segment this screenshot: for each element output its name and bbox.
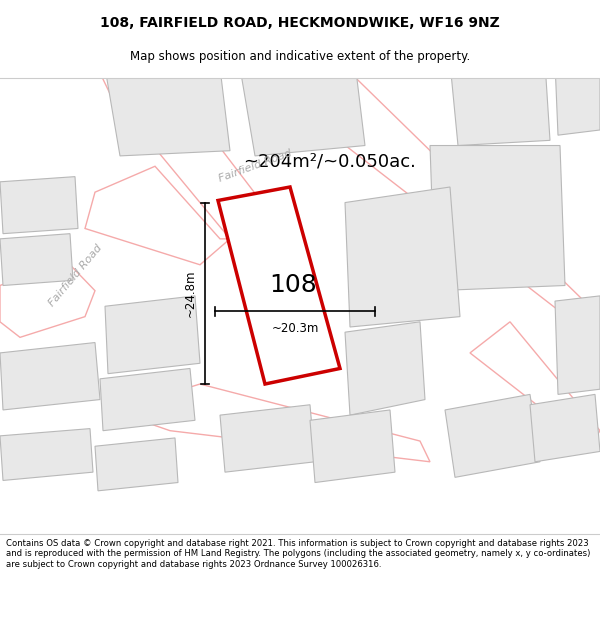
Polygon shape (220, 405, 315, 472)
Polygon shape (140, 384, 430, 462)
Polygon shape (95, 438, 178, 491)
Polygon shape (105, 68, 230, 156)
Polygon shape (0, 234, 73, 286)
Polygon shape (445, 394, 540, 478)
Text: ~204m²/~0.050ac.: ~204m²/~0.050ac. (244, 152, 416, 170)
Polygon shape (85, 166, 230, 265)
Polygon shape (310, 410, 395, 482)
Text: ~24.8m: ~24.8m (184, 269, 197, 317)
Text: 108, FAIRFIELD ROAD, HECKMONDWIKE, WF16 9NZ: 108, FAIRFIELD ROAD, HECKMONDWIKE, WF16 … (100, 16, 500, 31)
Text: Fairfield Road: Fairfield Road (46, 242, 104, 308)
Polygon shape (0, 259, 95, 338)
Polygon shape (0, 429, 93, 481)
Polygon shape (240, 62, 365, 156)
Text: 108: 108 (269, 273, 317, 297)
Polygon shape (555, 62, 600, 135)
Text: Fairfield Road: Fairfield Road (217, 148, 293, 184)
Text: ~20.3m: ~20.3m (271, 321, 319, 334)
Text: Map shows position and indicative extent of the property.: Map shows position and indicative extent… (130, 50, 470, 62)
Polygon shape (0, 342, 100, 410)
Polygon shape (450, 62, 550, 146)
Polygon shape (555, 296, 600, 394)
Polygon shape (345, 187, 460, 327)
Polygon shape (265, 62, 600, 327)
Polygon shape (345, 322, 425, 415)
Polygon shape (470, 322, 600, 446)
Polygon shape (218, 187, 340, 384)
Polygon shape (530, 394, 600, 462)
Text: Contains OS data © Crown copyright and database right 2021. This information is : Contains OS data © Crown copyright and d… (6, 539, 590, 569)
Polygon shape (430, 146, 565, 291)
Polygon shape (105, 296, 200, 374)
Polygon shape (0, 177, 78, 234)
Polygon shape (100, 369, 195, 431)
Polygon shape (95, 62, 270, 239)
